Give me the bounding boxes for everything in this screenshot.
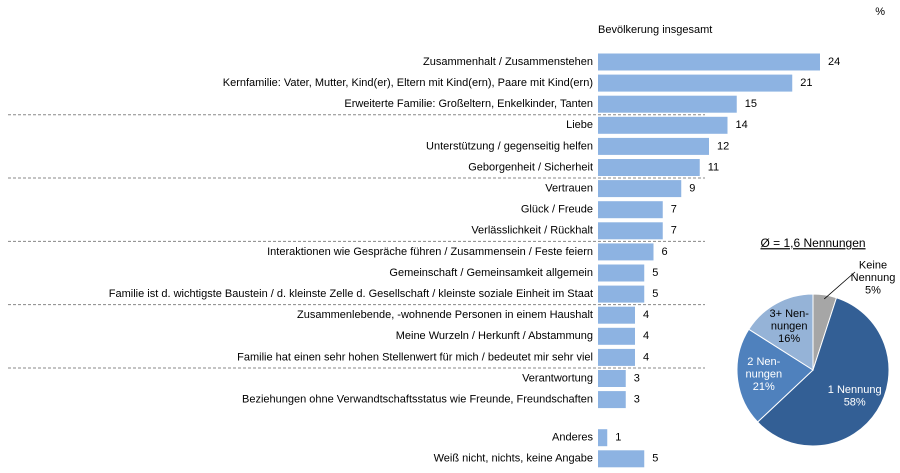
bar xyxy=(598,201,663,219)
value-label: 7 xyxy=(671,204,677,216)
value-label: 11 xyxy=(708,161,719,173)
bar xyxy=(598,429,608,447)
leader-line xyxy=(823,271,856,300)
category-label: Anderes xyxy=(552,432,593,444)
category-label: Kernfamilie: Vater, Mutter, Kind(er), El… xyxy=(223,77,593,89)
bar xyxy=(598,74,793,92)
category-label: Weiß nicht, nichts, keine Angabe xyxy=(434,453,593,465)
category-label: Erweiterte Familie: Großeltern, Enkelkin… xyxy=(344,98,593,110)
value-label: 3 xyxy=(634,394,640,406)
category-label: Interaktionen wie Gespräche führen / Zus… xyxy=(267,246,593,258)
value-label: 4 xyxy=(643,309,649,321)
bar xyxy=(598,116,728,134)
value-label: 1 xyxy=(615,432,621,444)
bar xyxy=(598,137,709,155)
bar xyxy=(598,53,820,71)
category-label: Vertrauen xyxy=(545,183,593,195)
bar xyxy=(598,180,682,198)
value-label: 24 xyxy=(828,56,840,68)
slice-label: 1 Nennung xyxy=(828,384,882,396)
pie-slice xyxy=(756,297,890,447)
category-label: Liebe xyxy=(566,119,593,131)
bar xyxy=(598,222,663,240)
category-label: Unterstützung / gegenseitig helfen xyxy=(426,140,593,152)
slice-value-label: 16% xyxy=(778,333,800,345)
category-label: Verantwortung xyxy=(522,372,593,384)
bar xyxy=(598,159,700,176)
category-label: Zusammenlebende, -wohnende Personen in e… xyxy=(297,309,593,321)
value-label: 14 xyxy=(736,119,748,131)
category-label: Verlässlichkeit / Rückhalt xyxy=(471,225,593,237)
slice-label: Keine xyxy=(859,259,887,271)
slice-label: 2 Nen- xyxy=(747,356,780,368)
value-label: 7 xyxy=(671,225,677,237)
value-label: 5 xyxy=(652,453,658,465)
category-label: Geborgenheit / Sicherheit xyxy=(468,161,593,173)
value-label: 5 xyxy=(652,288,658,300)
bar xyxy=(598,95,737,113)
bar xyxy=(598,391,626,409)
value-label: 6 xyxy=(662,246,668,258)
value-label: 3 xyxy=(634,372,640,384)
slice-value-label: 21% xyxy=(753,381,775,393)
value-label: 15 xyxy=(745,98,757,110)
value-label: 4 xyxy=(643,351,649,363)
pie-title: Ø = 1,6 Nennungen xyxy=(760,236,865,250)
slice-label: nungen xyxy=(745,369,782,381)
bar xyxy=(598,264,645,282)
bar xyxy=(598,370,626,387)
category-label: Meine Wurzeln / Herkunft / Abstammung xyxy=(396,330,593,342)
value-label: 12 xyxy=(717,140,729,152)
category-label: Gemeinschaft / Gemeinsamkeit allgemein xyxy=(389,267,593,279)
slice-label: Nennung xyxy=(851,272,896,284)
chart-title: Bevölkerung insgesamt xyxy=(598,24,712,36)
bar xyxy=(598,327,635,345)
slice-label: nungen xyxy=(771,321,808,333)
unit-label: % xyxy=(875,6,885,18)
bar xyxy=(598,306,635,324)
category-label: Glück / Freude xyxy=(521,204,593,216)
pie-slice xyxy=(748,293,814,371)
bar xyxy=(598,243,654,261)
bar xyxy=(598,348,635,366)
value-label: 5 xyxy=(652,267,658,279)
bar xyxy=(598,450,645,468)
value-label: 21 xyxy=(800,77,812,89)
pie-slice xyxy=(736,328,814,423)
slice-label: 3+ Nen- xyxy=(769,308,809,320)
value-label: 4 xyxy=(643,330,649,342)
slice-value-label: 58% xyxy=(844,397,866,409)
category-label: Familie ist d. wichtigste Baustein / d. … xyxy=(109,288,593,300)
value-label: 9 xyxy=(689,183,695,195)
category-label: Beziehungen ohne Verwandtschaftsstatus w… xyxy=(242,394,593,406)
category-label: Familie hat einen sehr hohen Stellenwert… xyxy=(237,351,593,363)
category-label: Zusammenhalt / Zusammenstehen xyxy=(423,56,593,68)
bar xyxy=(598,285,645,303)
slice-value-label: 5% xyxy=(865,284,881,296)
